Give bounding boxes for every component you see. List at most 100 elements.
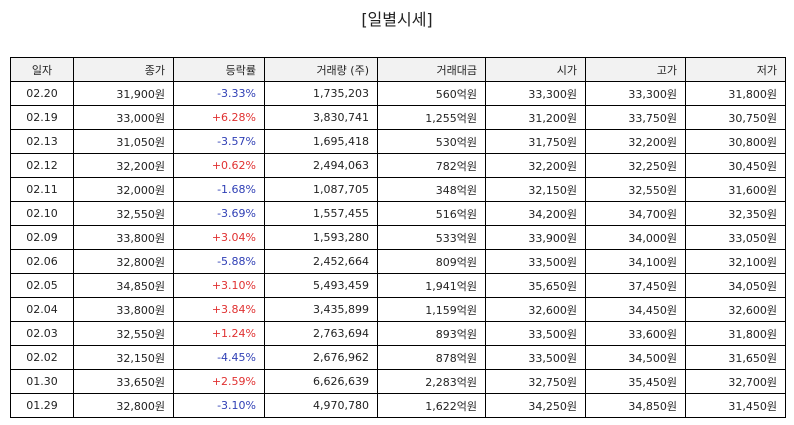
table-row: 02.02 32,150원 -4.45% 2,676,962 878억원 33,500원 3… <box>10 345 786 370</box>
cell-open: 31,200원 <box>485 105 586 130</box>
cell-amount: 560억원 <box>377 81 486 106</box>
table-row: 02.05 34,850원 +3.10% 5,493,459 1,941억원 35,650… <box>10 273 786 298</box>
cell-amount: 2,283억원 <box>377 369 486 394</box>
cell-high: 34,450원 <box>585 297 686 322</box>
cell-date: 02.05 <box>10 273 74 298</box>
cell-high: 33,600원 <box>585 321 686 346</box>
cell-close: 32,800원 <box>73 393 174 418</box>
table-row: 02.09 33,800원 +3.04% 1,593,280 533억원 33,900원 3… <box>10 225 786 250</box>
cell-close: 32,150원 <box>73 345 174 370</box>
table-header-row: 일자 종가 등락률 거래량 (주) 거래대금 시가 고가 저가 <box>10 57 786 82</box>
table-row: 01.29 32,800원 -3.10% 4,970,780 1,622억원 34,250… <box>10 393 786 418</box>
cell-date: 02.12 <box>10 153 74 178</box>
cell-amount: 1,941억원 <box>377 273 486 298</box>
cell-amount: 878억원 <box>377 345 486 370</box>
cell-open: 32,200원 <box>485 153 586 178</box>
cell-high: 34,500원 <box>585 345 686 370</box>
cell-volume: 5,493,459 <box>264 273 378 298</box>
cell-date: 02.03 <box>10 321 74 346</box>
cell-change: +3.84% <box>173 297 265 322</box>
cell-open: 34,200원 <box>485 201 586 226</box>
cell-change: +3.10% <box>173 273 265 298</box>
cell-low: 31,800원 <box>685 321 786 346</box>
cell-close: 31,050원 <box>73 129 174 154</box>
cell-open: 31,750원 <box>485 129 586 154</box>
cell-open: 32,600원 <box>485 297 586 322</box>
cell-low: 31,450원 <box>685 393 786 418</box>
column-header-high: 고가 <box>585 57 686 82</box>
cell-open: 33,500원 <box>485 345 586 370</box>
cell-high: 32,250원 <box>585 153 686 178</box>
cell-low: 30,750원 <box>685 105 786 130</box>
cell-date: 02.09 <box>10 225 74 250</box>
cell-close: 32,550원 <box>73 201 174 226</box>
cell-amount: 782억원 <box>377 153 486 178</box>
cell-date: 02.11 <box>10 177 74 202</box>
cell-volume: 2,494,063 <box>264 153 378 178</box>
daily-price-table: 일자 종가 등락률 거래량 (주) 거래대금 시가 고가 저가 02.20 31,… <box>10 57 786 418</box>
cell-amount: 530억원 <box>377 129 486 154</box>
cell-change: -5.88% <box>173 249 265 274</box>
cell-high: 35,450원 <box>585 369 686 394</box>
cell-change: +3.04% <box>173 225 265 250</box>
cell-low: 32,100원 <box>685 249 786 274</box>
cell-change: -3.57% <box>173 129 265 154</box>
cell-date: 02.10 <box>10 201 74 226</box>
cell-volume: 4,970,780 <box>264 393 378 418</box>
cell-high: 32,200원 <box>585 129 686 154</box>
cell-date: 02.20 <box>10 81 74 106</box>
cell-low: 30,450원 <box>685 153 786 178</box>
column-header-date: 일자 <box>10 57 74 82</box>
cell-change: -4.45% <box>173 345 265 370</box>
cell-date: 02.04 <box>10 297 74 322</box>
cell-close: 33,800원 <box>73 297 174 322</box>
table-row: 02.13 31,050원 -3.57% 1,695,418 530억원 31,750원 3… <box>10 129 786 154</box>
table-row: 02.03 32,550원 +1.24% 2,763,694 893억원 33,500원 3… <box>10 321 786 346</box>
cell-volume: 1,557,455 <box>264 201 378 226</box>
cell-high: 33,300원 <box>585 81 686 106</box>
cell-amount: 893억원 <box>377 321 486 346</box>
cell-amount: 1,255억원 <box>377 105 486 130</box>
cell-date: 02.02 <box>10 345 74 370</box>
column-header-open: 시가 <box>485 57 586 82</box>
cell-date: 02.06 <box>10 249 74 274</box>
cell-volume: 3,435,899 <box>264 297 378 322</box>
cell-low: 32,350원 <box>685 201 786 226</box>
cell-change: +0.62% <box>173 153 265 178</box>
cell-low: 33,050원 <box>685 225 786 250</box>
cell-low: 30,800원 <box>685 129 786 154</box>
cell-volume: 6,626,639 <box>264 369 378 394</box>
cell-change: +6.28% <box>173 105 265 130</box>
cell-amount: 1,159억원 <box>377 297 486 322</box>
cell-volume: 3,830,741 <box>264 105 378 130</box>
cell-change: +2.59% <box>173 369 265 394</box>
cell-close: 32,000원 <box>73 177 174 202</box>
cell-open: 33,900원 <box>485 225 586 250</box>
cell-high: 37,450원 <box>585 273 686 298</box>
cell-open: 35,650원 <box>485 273 586 298</box>
cell-low: 31,800원 <box>685 81 786 106</box>
cell-open: 32,750원 <box>485 369 586 394</box>
cell-open: 33,500원 <box>485 321 586 346</box>
column-header-low: 저가 <box>685 57 786 82</box>
table-row: 02.11 32,000원 -1.68% 1,087,705 348억원 32,150원 3… <box>10 177 786 202</box>
cell-close: 32,800원 <box>73 249 174 274</box>
cell-change: -3.33% <box>173 81 265 106</box>
cell-amount: 1,622억원 <box>377 393 486 418</box>
cell-close: 31,900원 <box>73 81 174 106</box>
cell-open: 33,300원 <box>485 81 586 106</box>
cell-close: 34,850원 <box>73 273 174 298</box>
cell-volume: 1,087,705 <box>264 177 378 202</box>
page-title: [일별시세] <box>361 10 433 29</box>
cell-open: 32,150원 <box>485 177 586 202</box>
cell-change: +1.24% <box>173 321 265 346</box>
cell-close: 33,000원 <box>73 105 174 130</box>
cell-amount: 348억원 <box>377 177 486 202</box>
cell-low: 34,050원 <box>685 273 786 298</box>
cell-open: 33,500원 <box>485 249 586 274</box>
cell-volume: 1,593,280 <box>264 225 378 250</box>
cell-date: 01.30 <box>10 369 74 394</box>
cell-high: 34,100원 <box>585 249 686 274</box>
cell-low: 31,650원 <box>685 345 786 370</box>
cell-high: 33,750원 <box>585 105 686 130</box>
